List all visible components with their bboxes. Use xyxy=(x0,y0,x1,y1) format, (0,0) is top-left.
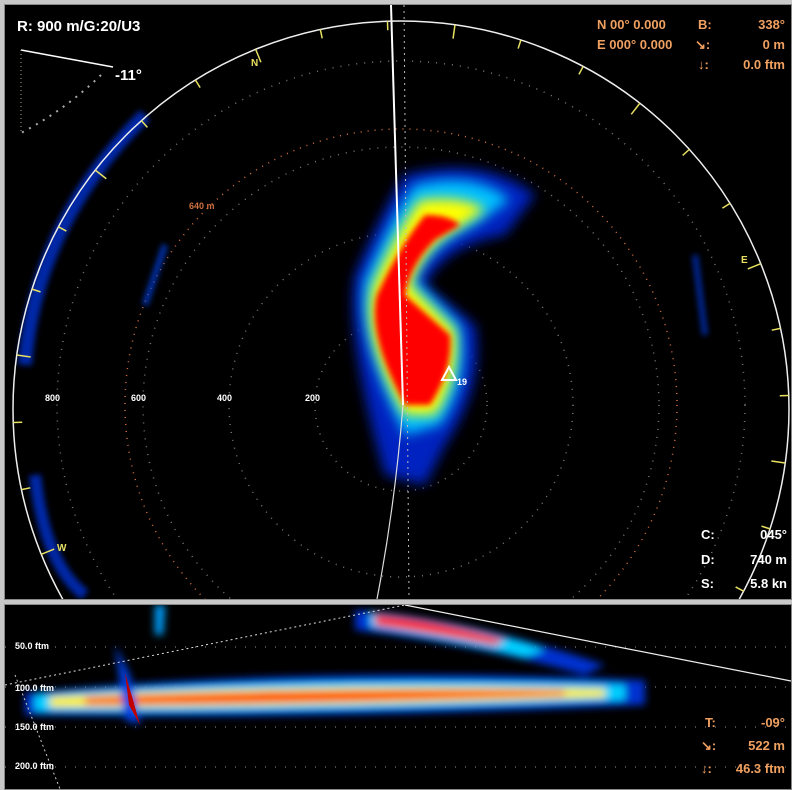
range-gain-readout: R: 900 m/G:20/U3 xyxy=(17,18,141,35)
depth-value: 0.0 ftm xyxy=(743,57,785,72)
compass-tick xyxy=(16,354,31,358)
diagonal-arrow-icon: ↘ xyxy=(701,738,712,753)
depth-value: 46.3 ftm xyxy=(735,761,785,776)
dist-label: D: xyxy=(701,552,715,567)
depth-label-200: 200.0 ftm xyxy=(15,761,55,771)
tilt-readout: -11° xyxy=(115,67,142,84)
range-label-200: 200 xyxy=(305,393,321,403)
compass-tick xyxy=(31,288,41,293)
tilt-line xyxy=(20,49,114,68)
compass-tick xyxy=(682,148,690,156)
fish-school-echo xyxy=(353,168,535,486)
range-label-600: 600 xyxy=(131,393,147,403)
target-marker-label: 19 xyxy=(457,377,468,387)
distance-value: 522 m xyxy=(748,738,785,753)
longitude: E 000° 0.000 xyxy=(597,37,673,52)
compass-tick xyxy=(747,262,762,270)
compass-east: E xyxy=(741,255,748,266)
bearing-value: 338° xyxy=(758,17,785,32)
depth-label-100: 100.0 ftm xyxy=(15,683,55,693)
sonar-side-view[interactable]: 50.0 ftm 100.0 ftm 150.0 ftm 200.0 ftm T… xyxy=(4,604,792,790)
tilt-value: -09° xyxy=(761,715,785,730)
beam-lower-edge xyxy=(14,674,61,789)
compass-tick xyxy=(771,460,786,464)
compass-tick xyxy=(194,79,201,88)
range-rings xyxy=(56,60,746,599)
depth-label-150: 150.0 ftm xyxy=(15,722,55,732)
compass-tick xyxy=(21,487,31,491)
compass-tick xyxy=(735,586,744,592)
down-arrow-icon: ↓ xyxy=(701,761,708,776)
beam-line xyxy=(404,605,791,682)
bearing-label: B: xyxy=(698,17,712,32)
marker-ring xyxy=(124,128,678,599)
course-value: 045° xyxy=(760,527,787,542)
compass-ticks xyxy=(13,21,789,592)
compass-tick xyxy=(254,48,262,63)
sonar-side-svg xyxy=(5,605,791,789)
compass-tick xyxy=(452,24,456,39)
compass-tick xyxy=(94,169,107,180)
compass-ring xyxy=(12,20,790,599)
track-line xyxy=(376,404,404,599)
speed-value: 5.8 kn xyxy=(750,576,787,591)
heading-line xyxy=(390,5,404,406)
tilt-scale xyxy=(20,74,102,134)
spike-echo xyxy=(125,673,140,725)
compass-west: W xyxy=(57,543,67,554)
compass-tick xyxy=(578,66,584,75)
distance-value: 0 m xyxy=(762,37,785,52)
dist-value: 740 m xyxy=(750,552,787,567)
diagonal-arrow-icon: ↘ xyxy=(695,37,706,52)
distance-label: : xyxy=(711,738,717,753)
range-label-800: 800 xyxy=(45,393,61,403)
compass-tick xyxy=(319,29,323,39)
sonar-plan-view[interactable]: R: 900 m/G:20/U3 -11° N 00° 0.000 E 000°… xyxy=(4,4,792,600)
down-arrow-icon: ↓ xyxy=(698,57,705,72)
sonar-plan-svg xyxy=(12,5,790,599)
beam-upper-edge xyxy=(5,605,406,686)
tilt-label: T: xyxy=(705,715,716,730)
seabed-echo xyxy=(25,605,645,725)
compass-tick xyxy=(771,327,781,331)
compass-tick xyxy=(517,39,522,49)
compass-tick xyxy=(140,120,148,128)
depth-label-50: 50.0 ftm xyxy=(15,641,50,651)
target-marker-icon[interactable] xyxy=(440,364,458,381)
compass-tick xyxy=(761,525,771,530)
compass-tick xyxy=(58,226,67,232)
compass-tick xyxy=(40,548,55,556)
compass-tick xyxy=(722,202,731,209)
speed-label: S: xyxy=(701,576,714,591)
course-label: C: xyxy=(701,527,715,542)
range-label-400: 400 xyxy=(217,393,233,403)
distance-label: : xyxy=(705,37,711,52)
compass-north: N xyxy=(251,58,259,69)
depth-label: : xyxy=(707,761,712,776)
latitude: N 00° 0.000 xyxy=(597,17,666,32)
compass-tick xyxy=(630,102,641,115)
ring-label: 640 m xyxy=(189,201,215,211)
depth-label: : xyxy=(704,57,709,72)
